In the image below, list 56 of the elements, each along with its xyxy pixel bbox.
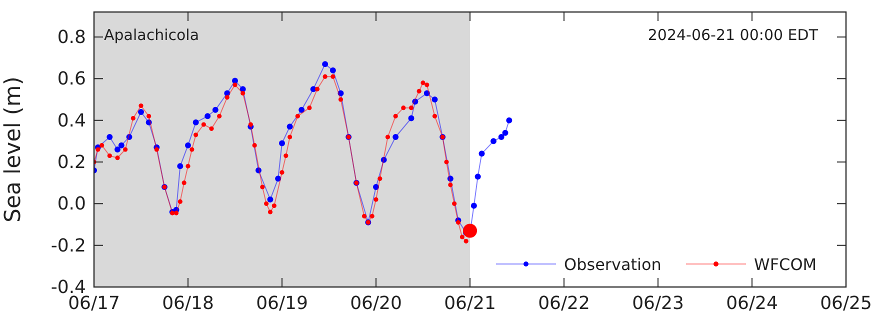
point: [373, 184, 379, 190]
point: [392, 134, 399, 140]
point: [192, 119, 199, 126]
point: [146, 119, 152, 126]
y-tick-label: 0.8: [57, 27, 86, 48]
y-tick-label: 0.6: [57, 68, 86, 90]
point: [275, 176, 282, 182]
point: [424, 90, 430, 96]
point: [380, 156, 387, 163]
point: [118, 142, 124, 148]
point: [338, 90, 344, 96]
point: [463, 224, 477, 238]
x-tick-label: 06/25: [820, 293, 872, 314]
point: [502, 130, 508, 136]
point: [447, 176, 454, 182]
point: [286, 124, 293, 130]
point: [106, 134, 113, 140]
y-tick-label: -0.2: [50, 235, 86, 256]
x-tick-label: 06/20: [350, 293, 402, 314]
point: [256, 167, 262, 174]
point: [298, 106, 305, 113]
x-tick-label: 06/18: [162, 293, 214, 314]
legend-label: Observation: [564, 255, 662, 274]
x-tick-label: 06/24: [726, 293, 778, 314]
point: [330, 67, 336, 74]
x-tick-label: 06/19: [256, 293, 308, 314]
y-tick-label: 0.2: [57, 152, 86, 173]
point: [185, 142, 191, 148]
annotation: 2024-06-21 00:00 EDT: [648, 26, 819, 44]
point: [114, 146, 120, 152]
x-tick-label: 06/17: [68, 293, 120, 314]
x-tick-label: 06/22: [538, 293, 590, 314]
annotation: Apalachicola: [104, 26, 200, 44]
point: [506, 117, 512, 124]
point: [474, 174, 481, 180]
x-tick-label: 06/21: [444, 293, 496, 314]
point: [498, 134, 504, 140]
x-tick-label: 06/23: [632, 293, 684, 314]
y-axis-title: Sea level (m): [1, 76, 26, 222]
point: [322, 61, 328, 68]
y-tick-label: 0.0: [57, 194, 86, 215]
point: [212, 106, 218, 113]
point: [267, 196, 274, 202]
point: [470, 202, 477, 209]
point: [138, 109, 144, 115]
point: [177, 163, 184, 170]
point: [412, 98, 418, 105]
point: [478, 150, 485, 157]
legend-label: WFCOM: [754, 255, 817, 274]
y-tick-label: 0.4: [57, 110, 86, 132]
point: [126, 134, 132, 140]
point: [279, 140, 285, 146]
point: [432, 96, 438, 102]
point: [490, 138, 496, 144]
point: [204, 113, 211, 120]
point: [408, 115, 414, 122]
